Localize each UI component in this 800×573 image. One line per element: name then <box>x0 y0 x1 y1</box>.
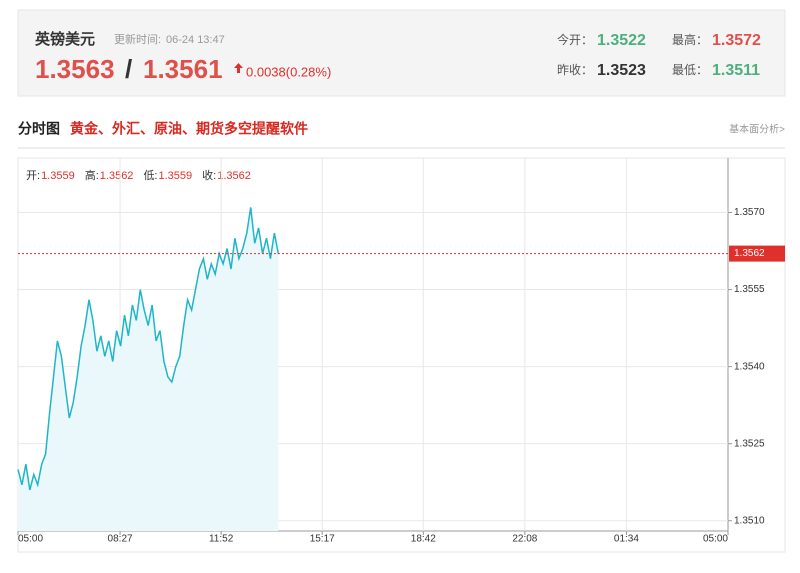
ohlc-value: 1.3559 <box>159 170 193 182</box>
ohlc-value: 1.3562 <box>100 170 134 182</box>
open: 1.3522 <box>597 32 646 49</box>
current-price-box <box>729 245 785 262</box>
title: 英镑美元 <box>35 30 95 48</box>
area <box>18 207 279 531</box>
ohlc-label: 高: <box>85 168 99 182</box>
x-tick-label: 18:42 <box>411 534 436 545</box>
change: 0.0038(0.28%) <box>246 64 331 79</box>
x-tick-label: 11:52 <box>209 534 234 545</box>
x-tick-label: 22:08 <box>512 534 537 545</box>
current-price-label: 1.3562 <box>734 248 765 259</box>
x-tick-label: 05:00 <box>703 534 728 545</box>
ask: 1.3561 <box>143 54 223 84</box>
separator: / <box>125 54 132 84</box>
section-title: 分时图 <box>18 121 60 137</box>
update-time: 06-24 13:47 <box>166 34 225 46</box>
price-line <box>17 207 280 491</box>
y-tick-label: 1.3540 <box>734 361 765 372</box>
ohlc-label: 开: <box>26 170 40 182</box>
x-tick-label: 08:27 <box>108 534 133 545</box>
ohlc-label: 低: <box>143 169 157 182</box>
y-tick-label: 1.3570 <box>734 207 765 218</box>
high-label: 最高： <box>672 32 708 47</box>
update-label: 更新时间: <box>114 32 161 46</box>
analysis-link[interactable]: 基本面分析> <box>729 123 785 136</box>
ohlc-label: 收: <box>202 168 216 182</box>
ohlc-value: 1.3559 <box>41 170 75 182</box>
open-label: 今开： <box>557 32 593 47</box>
y-tick-label: 1.3525 <box>734 438 765 449</box>
y-tick-label: 1.3510 <box>734 515 765 526</box>
high: 1.3572 <box>712 32 761 49</box>
x-tick-label: 15:17 <box>310 534 335 545</box>
ohlc-row: 开: 1.3559 高: 1.3562 低: 1.3559 收: 1.3562 <box>26 168 251 182</box>
header-box <box>17 9 786 97</box>
prev-close: 1.3523 <box>597 62 646 79</box>
ohlc-value: 1.3562 <box>217 170 251 182</box>
low: 1.3511 <box>712 62 760 79</box>
up-arrow <box>234 63 243 73</box>
bid: 1.3563 <box>35 54 115 84</box>
x-tick-label: 05:00 <box>18 534 43 545</box>
y-tick-label: 1.3555 <box>734 284 765 295</box>
x-tick-label: 01:34 <box>614 534 639 545</box>
promo-link[interactable]: 黄金、外汇、原油、期货多空提醒软件 <box>70 121 308 137</box>
chart-frame <box>17 157 786 553</box>
low-label: 最低： <box>672 63 708 77</box>
prev-close-label: 昨收： <box>557 63 593 77</box>
